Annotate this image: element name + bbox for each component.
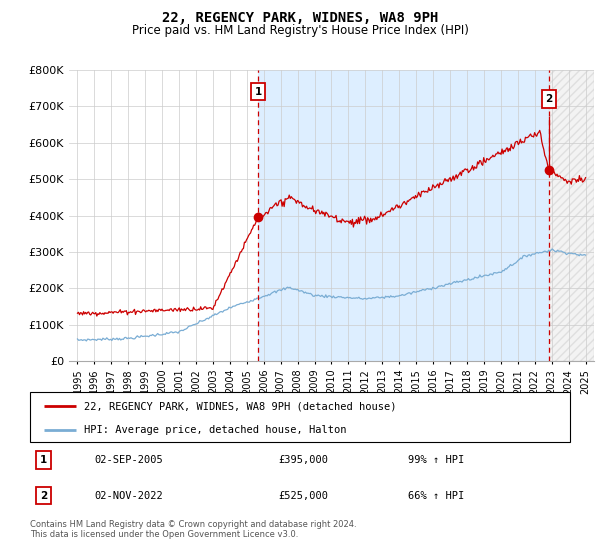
Text: 02-SEP-2005: 02-SEP-2005 [95, 455, 164, 465]
Text: £395,000: £395,000 [278, 455, 328, 465]
Text: 2: 2 [545, 94, 553, 104]
Text: 02-NOV-2022: 02-NOV-2022 [95, 491, 164, 501]
Text: 1: 1 [40, 455, 47, 465]
Text: Price paid vs. HM Land Registry's House Price Index (HPI): Price paid vs. HM Land Registry's House … [131, 24, 469, 36]
Text: 22, REGENCY PARK, WIDNES, WA8 9PH (detached house): 22, REGENCY PARK, WIDNES, WA8 9PH (detac… [84, 401, 397, 411]
Text: 2: 2 [40, 491, 47, 501]
Text: 99% ↑ HPI: 99% ↑ HPI [408, 455, 464, 465]
Text: Contains HM Land Registry data © Crown copyright and database right 2024.
This d: Contains HM Land Registry data © Crown c… [30, 520, 356, 539]
Text: HPI: Average price, detached house, Halton: HPI: Average price, detached house, Halt… [84, 425, 347, 435]
Text: 1: 1 [254, 87, 262, 97]
Text: £525,000: £525,000 [278, 491, 328, 501]
Bar [258, 70, 549, 361]
Bar [549, 70, 594, 361]
Text: 22, REGENCY PARK, WIDNES, WA8 9PH: 22, REGENCY PARK, WIDNES, WA8 9PH [162, 11, 438, 25]
FancyBboxPatch shape [30, 392, 570, 442]
Text: 66% ↑ HPI: 66% ↑ HPI [408, 491, 464, 501]
